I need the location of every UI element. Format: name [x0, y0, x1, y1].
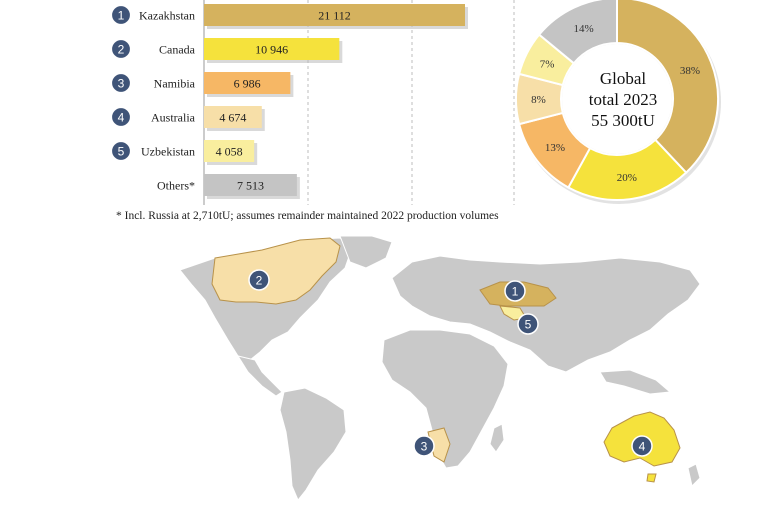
production-bar-chart: 1 Kazakhstan 21 112 2 Canada 10 946 3 Namibia 6 …: [110, 0, 515, 205]
slice-label: 8%: [531, 94, 546, 106]
bar-row: 2 Canada 10 946: [110, 38, 343, 63]
rank-label: 3: [118, 77, 125, 91]
rank-label: 2: [118, 43, 125, 57]
category-label: Canada: [159, 43, 196, 57]
value-label: 4 058: [216, 145, 243, 159]
bar: [204, 4, 465, 26]
bar-row: 4 Australia 4 674: [110, 106, 265, 131]
bar: [204, 72, 291, 94]
map-marker-4: 4: [631, 435, 653, 457]
map-marker-4-label: 4: [639, 440, 646, 454]
bar: [204, 174, 297, 196]
category-label: Kazakhstan: [139, 9, 195, 23]
map-markers: 1 2 3 4 5: [248, 269, 653, 457]
map-highlights: [211, 237, 681, 483]
madagascar-land: [489, 423, 505, 453]
bar: [204, 106, 262, 128]
new-zealand-land: [687, 463, 701, 487]
bar-row: 5 Uzbekistan 4 058: [110, 140, 258, 165]
namibia-highlight: [427, 427, 451, 463]
donut-hole: [562, 44, 672, 154]
map-marker-5: 5: [517, 313, 539, 335]
slice-label: 38%: [680, 65, 700, 77]
central-america-land: [236, 355, 283, 397]
south-america-land: [279, 387, 347, 501]
map-marker-1: 1: [504, 280, 526, 302]
slice-label: 13%: [545, 142, 565, 154]
bar: [204, 38, 340, 60]
eurasia-land: [391, 255, 701, 373]
map-marker-1-label: 1: [512, 285, 519, 299]
value-label: 7 513: [237, 179, 264, 193]
map-marker-3: 3: [413, 435, 435, 457]
rank-badge: [110, 72, 132, 94]
category-label: Others*: [157, 179, 195, 193]
donut-center-label: Global total 2023 55 300tU: [560, 68, 686, 131]
value-label: 4 674: [219, 111, 246, 125]
map-marker-2-label: 2: [256, 274, 263, 288]
category-label: Uzbekistan: [141, 145, 195, 159]
value-label: 10 946: [255, 43, 288, 57]
rank-label: 5: [118, 145, 125, 159]
rank-badge: [110, 4, 132, 26]
greenland-land: [339, 235, 393, 269]
value-label: 6 986: [234, 77, 261, 91]
donut-slice: [616, 0, 719, 175]
rank-badge: [110, 106, 132, 128]
donut-slice: [537, 0, 618, 65]
bar-row: Others* 7 513: [157, 174, 300, 199]
bar-row: 1 Kazakhstan 21 112: [110, 4, 468, 29]
map-marker-3-label: 3: [421, 440, 428, 454]
map-marker-2: 2: [248, 269, 270, 291]
rank-label: 4: [118, 111, 125, 125]
donut-center-line-1: Global: [599, 69, 647, 88]
rank-label: 1: [118, 9, 125, 23]
donut-center-line-2: total 2023: [588, 90, 658, 109]
southeast-asia-land: [599, 369, 672, 395]
slice-label: 20%: [617, 172, 637, 184]
rank-badge: [110, 140, 132, 162]
bar-row: 3 Namibia 6 986: [110, 72, 294, 97]
bar: [204, 140, 255, 162]
tasmania-highlight: [646, 473, 657, 483]
footnote: * Incl. Russia at 2,710tU; assumes remai…: [116, 210, 499, 222]
category-label: Australia: [151, 111, 196, 125]
canada-highlight: [211, 237, 341, 305]
map-marker-5-label: 5: [525, 318, 532, 332]
slice-label: 14%: [573, 23, 593, 35]
africa-land: [381, 329, 509, 469]
category-label: Namibia: [154, 77, 196, 91]
value-label: 21 112: [318, 9, 351, 23]
rank-badge: [110, 38, 132, 60]
donut-center-line-3: 55 300tU: [591, 111, 655, 130]
slice-label: 7%: [540, 58, 555, 70]
